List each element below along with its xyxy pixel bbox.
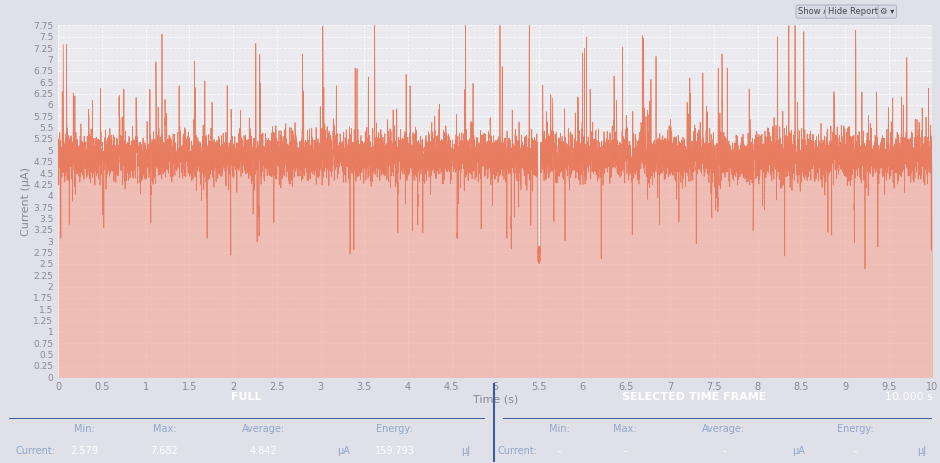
Text: 159.793: 159.793 xyxy=(375,446,415,456)
Text: ⚙ ▾: ⚙ ▾ xyxy=(880,7,895,16)
Text: -: - xyxy=(854,446,857,456)
Text: -: - xyxy=(557,446,561,456)
Text: -: - xyxy=(722,446,726,456)
Text: 4.842: 4.842 xyxy=(249,446,277,456)
Text: Current:: Current: xyxy=(497,446,538,456)
Text: μJ: μJ xyxy=(916,446,926,456)
Text: Current:: Current: xyxy=(15,446,55,456)
X-axis label: Time (s): Time (s) xyxy=(473,395,518,405)
Text: Show All: Show All xyxy=(798,7,834,16)
Text: Max:: Max: xyxy=(614,424,637,434)
Text: 2.579: 2.579 xyxy=(70,446,99,456)
Text: 10.000 s: 10.000 s xyxy=(885,392,932,401)
Text: -: - xyxy=(623,446,627,456)
Text: 7.682: 7.682 xyxy=(150,446,179,456)
Text: μJ: μJ xyxy=(461,446,470,456)
Text: Average:: Average: xyxy=(702,424,745,434)
Y-axis label: Current (μA): Current (μA) xyxy=(21,167,30,236)
Text: Energy:: Energy: xyxy=(838,424,873,434)
Text: Average:: Average: xyxy=(242,424,285,434)
Text: μA: μA xyxy=(792,446,806,456)
Text: Min:: Min: xyxy=(549,424,570,434)
Text: Energy:: Energy: xyxy=(377,424,413,434)
Text: Min:: Min: xyxy=(74,424,95,434)
Text: FULL: FULL xyxy=(231,392,262,401)
Text: μA: μA xyxy=(337,446,350,456)
Text: SELECTED TIME FRAME: SELECTED TIME FRAME xyxy=(622,392,767,401)
Text: Hide Report: Hide Report xyxy=(827,7,878,16)
Text: Max:: Max: xyxy=(152,424,177,434)
